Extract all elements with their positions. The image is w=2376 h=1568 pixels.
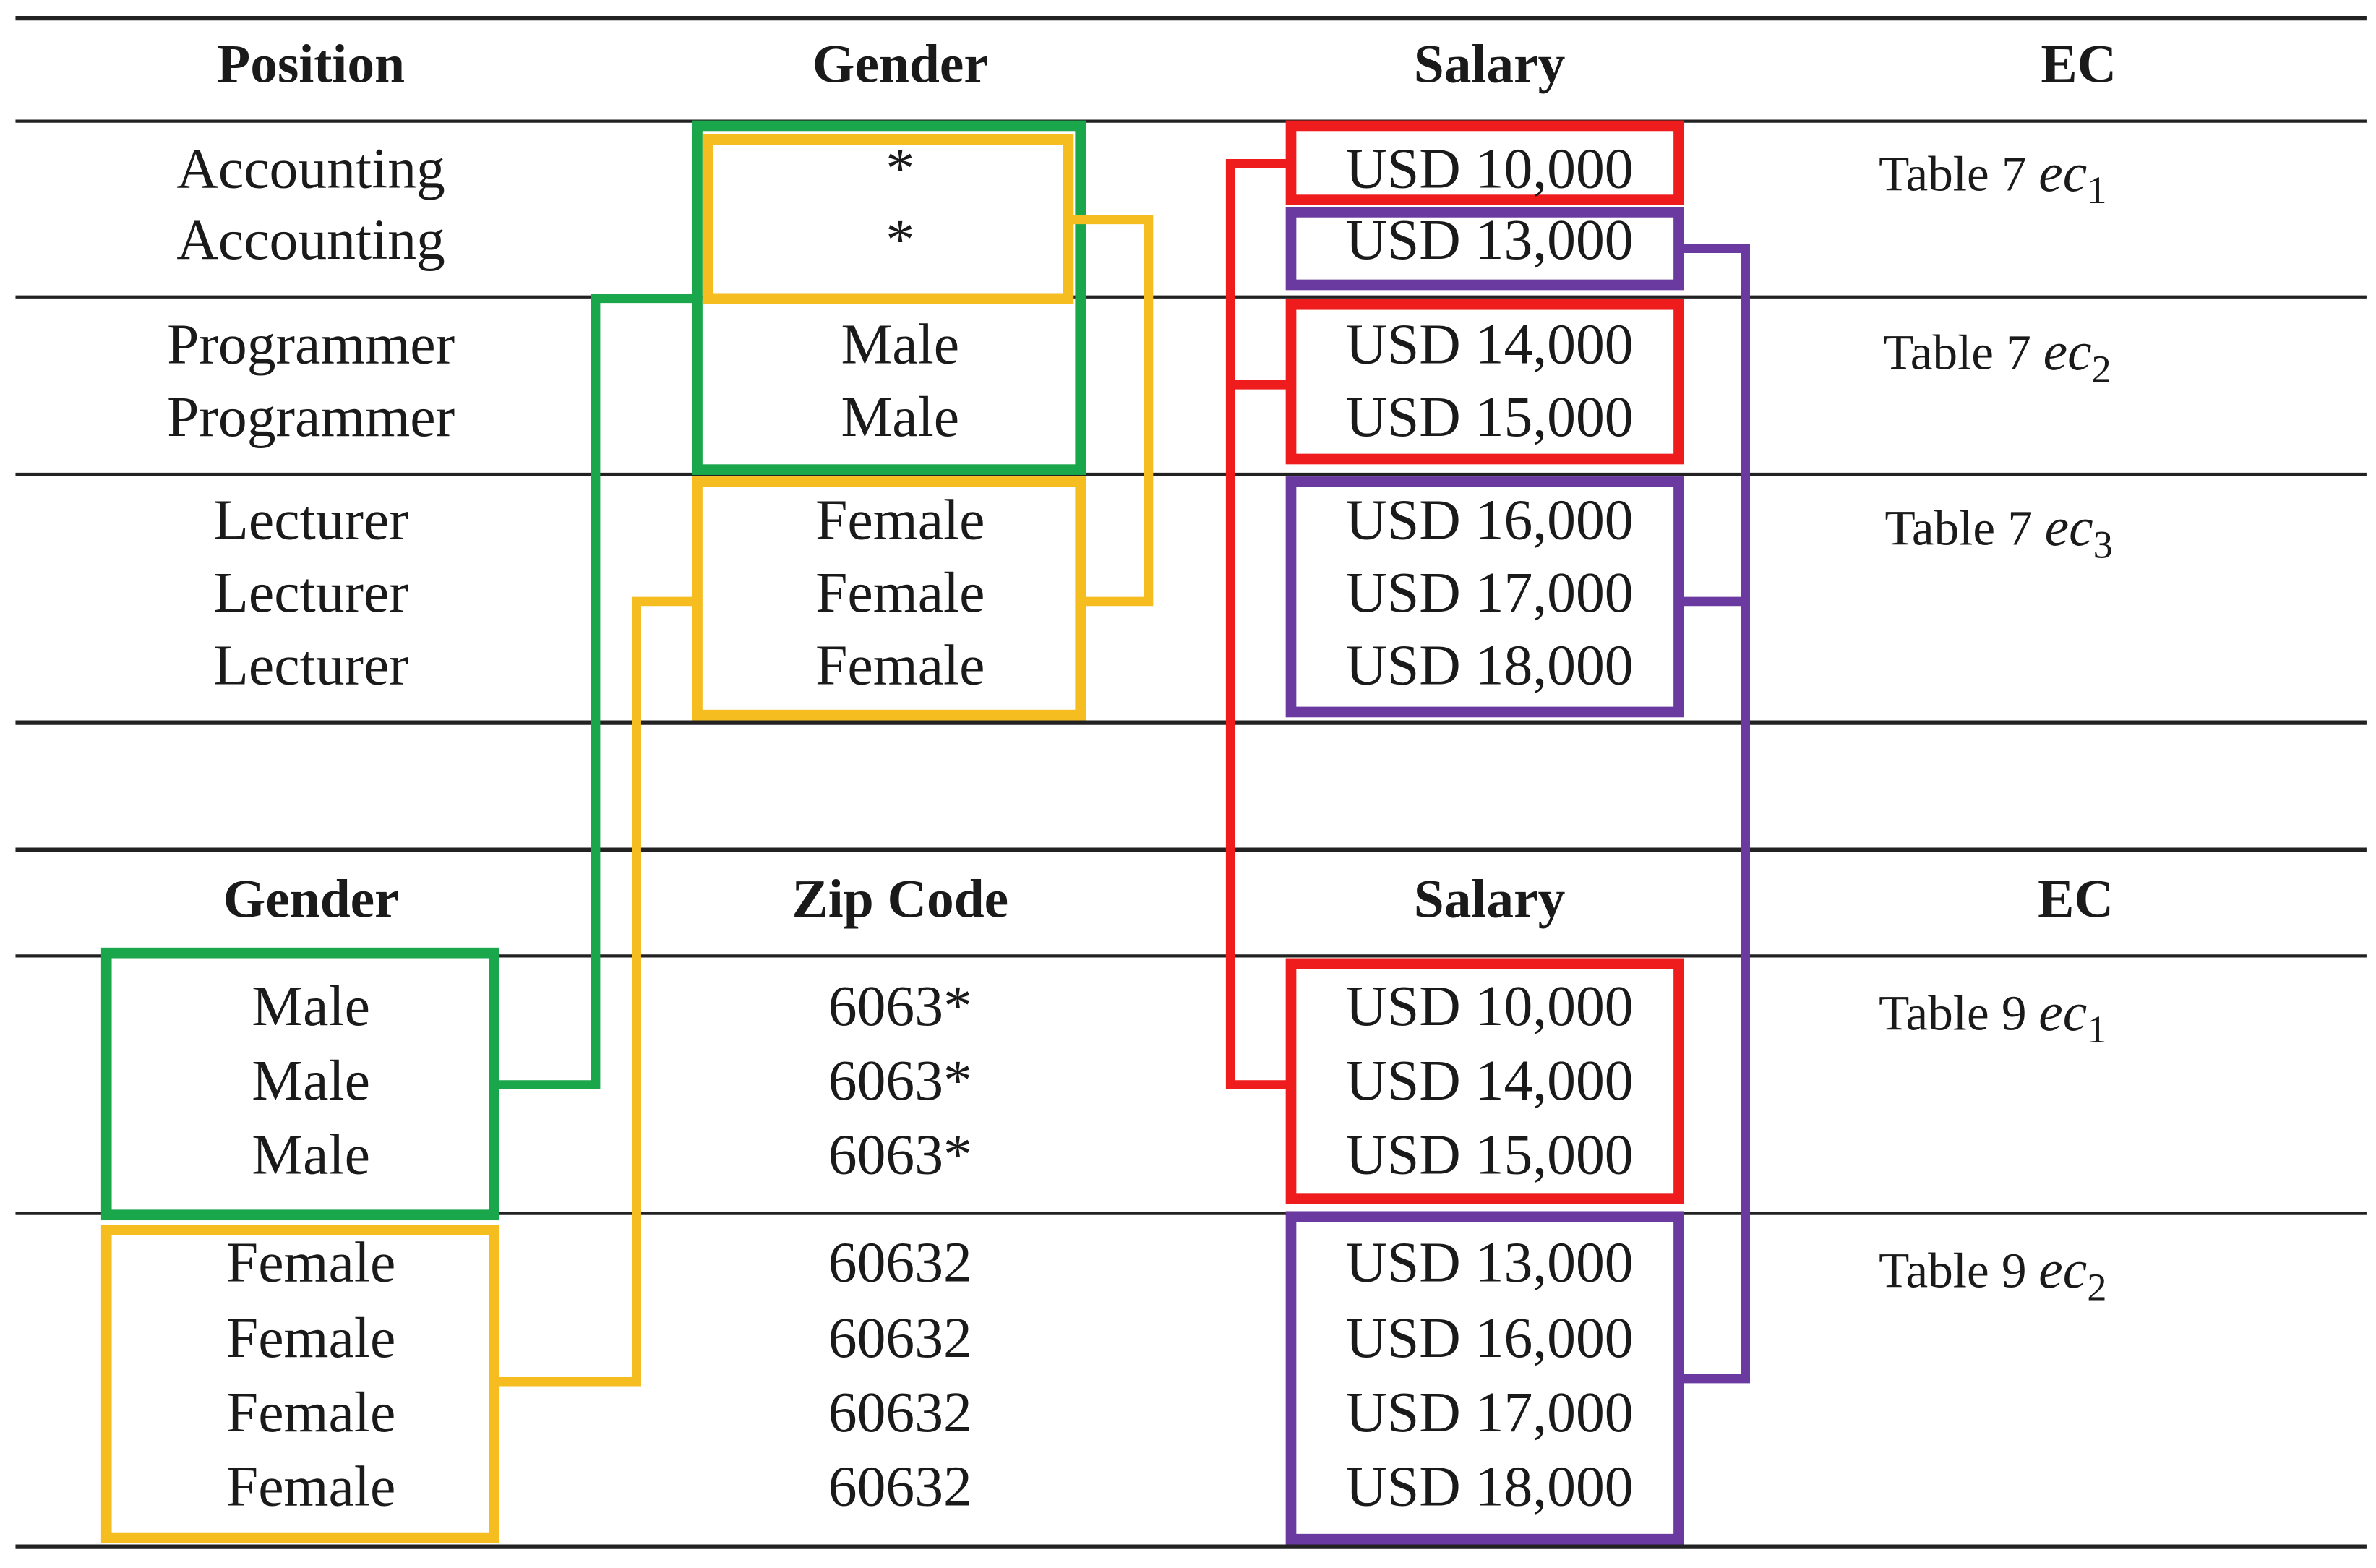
green-connector — [494, 294, 698, 1089]
table-cell: USD 13,000 — [1345, 1230, 1633, 1294]
column-header: Zip Code — [792, 869, 1008, 929]
table-cell: 60632 — [828, 1455, 972, 1518]
table-cell: Lecturer — [213, 561, 408, 625]
table-cell: Lecturer — [213, 488, 408, 552]
ec-sub: 1 — [2087, 1007, 2106, 1051]
table-cell: 6063* — [828, 1049, 972, 1113]
ec-table: Table 7 — [1885, 500, 2033, 556]
table-cell: USD 13,000 — [1345, 208, 1633, 272]
ec-label: Table 7 ec3 — [1885, 498, 2113, 566]
ec-table: Table 9 — [1879, 985, 2026, 1040]
table-cell: Male — [252, 974, 370, 1038]
ec-label: Table 7 ec1 — [1879, 144, 2106, 212]
table-cell: Programmer — [167, 312, 455, 376]
ec-table: Table 9 — [1879, 1242, 2026, 1298]
column-header: EC — [2041, 35, 2116, 95]
table-cell: USD 16,000 — [1345, 1306, 1633, 1370]
ec-var: ec — [2038, 1241, 2087, 1301]
table-cell: 60632 — [828, 1306, 972, 1370]
column-header: Salary — [1414, 869, 1566, 929]
table-cell: Female — [226, 1306, 395, 1370]
ec-var: ec — [2043, 322, 2092, 382]
ec-label: Table 9 ec2 — [1879, 1241, 2106, 1308]
table-cell: USD 10,000 — [1345, 974, 1633, 1038]
table-cell: * — [885, 137, 914, 200]
ec-sub: 2 — [2087, 1264, 2106, 1308]
table-cell: 60632 — [828, 1230, 972, 1294]
table-cell: Female — [226, 1381, 395, 1444]
table-cell: Female — [226, 1230, 395, 1294]
table-cell: 6063* — [828, 974, 972, 1038]
table-cell: Male — [841, 385, 960, 449]
table-cell: USD 15,000 — [1345, 1123, 1633, 1187]
column-header: Salary — [1414, 35, 1566, 95]
table-cell: Accounting — [176, 137, 445, 200]
ec-table: Table 7 — [1883, 324, 2030, 380]
ec-sub: 1 — [2087, 168, 2106, 212]
table-cell: USD 17,000 — [1345, 1381, 1633, 1444]
table-cell: Female — [226, 1455, 395, 1518]
table-cell: Male — [841, 312, 960, 376]
column-header: EC — [2038, 869, 2114, 929]
ec-table: Table 7 — [1879, 145, 2026, 201]
table-cell: USD 18,000 — [1345, 1455, 1633, 1518]
ec-sub: 3 — [2093, 522, 2113, 566]
table-cell: Male — [252, 1049, 370, 1113]
table-cell: Programmer — [167, 385, 455, 449]
ec-var: ec — [2038, 983, 2087, 1043]
table-cell: Accounting — [176, 208, 445, 272]
table-cell: USD 15,000 — [1345, 385, 1633, 449]
column-header: Gender — [223, 869, 399, 929]
ec-var: ec — [2038, 144, 2087, 204]
purple-connector — [1678, 244, 1750, 1384]
ec-label: Table 7 ec2 — [1883, 322, 2111, 390]
table-cell: 60632 — [828, 1381, 972, 1444]
ec-sub: 2 — [2092, 346, 2111, 390]
table-cell: USD 14,000 — [1345, 1049, 1633, 1113]
red-connector — [1225, 159, 1292, 1089]
yellow-connector — [1068, 215, 1154, 607]
table-cell: Female — [815, 634, 985, 698]
table-cell: Male — [252, 1123, 370, 1187]
table-cell: USD 14,000 — [1345, 312, 1633, 376]
table-cell: USD 16,000 — [1345, 488, 1633, 552]
yellow-connector — [494, 596, 698, 1387]
table-cell: USD 18,000 — [1345, 634, 1633, 698]
table-cell: USD 17,000 — [1345, 561, 1633, 625]
table-cell: Female — [815, 488, 985, 552]
table-cell: Lecturer — [213, 634, 408, 698]
ec-label: Table 9 ec1 — [1879, 983, 2106, 1051]
table-cell: 6063* — [828, 1123, 972, 1187]
table-cell: * — [885, 208, 914, 272]
table-cell: USD 10,000 — [1345, 137, 1633, 200]
column-header: Gender — [812, 35, 988, 95]
column-header: Position — [217, 35, 405, 95]
table-cell: Female — [815, 561, 985, 625]
ec-var: ec — [2045, 498, 2093, 558]
